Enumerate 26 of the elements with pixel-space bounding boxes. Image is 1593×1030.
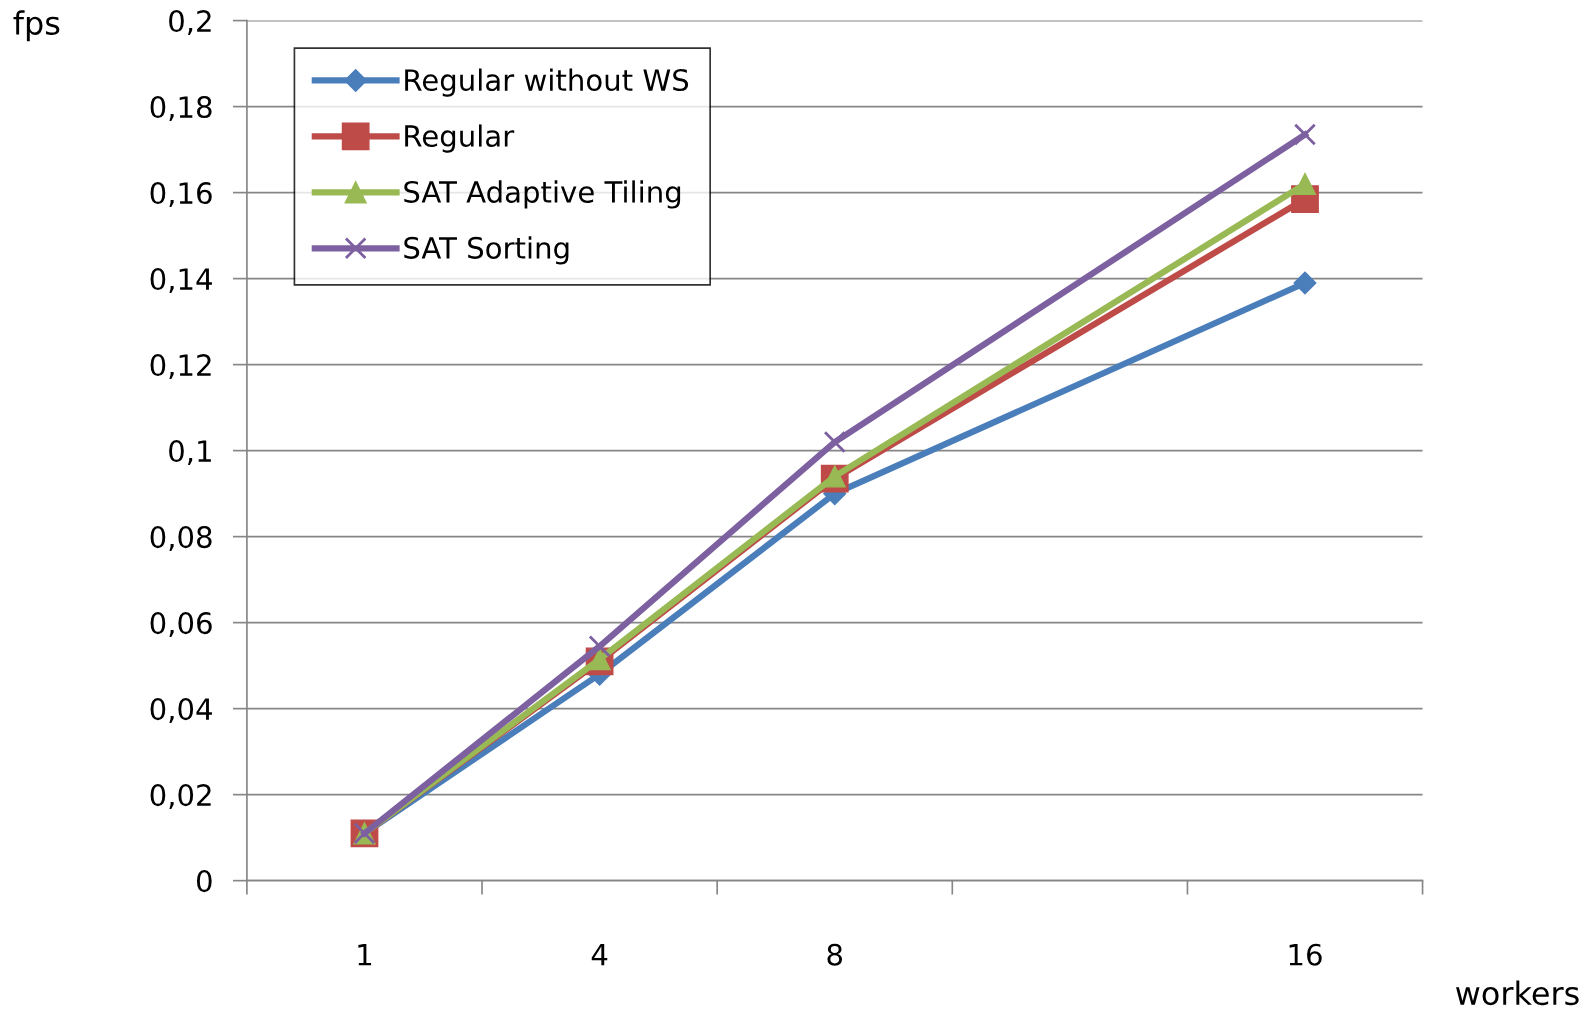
point [1293,123,1317,146]
legend-label: SAT Sorting [404,236,569,265]
y-tick-label: 0,12 [150,354,211,380]
point [1293,271,1317,295]
y-tick-label: 0,08 [150,526,212,552]
y-tick-label: 0,1 [169,440,211,466]
point [588,635,611,658]
y-tick-label: 0,2 [169,10,211,36]
legend-label: Regular without WS [405,68,689,97]
legend-label: SAT Adaptive Tiling [404,180,681,209]
legend-label: Regular [405,124,515,153]
x-tick-label: 1 [358,944,372,966]
x-tick-label: 4 [591,944,608,966]
y-tick-label: 0,14 [150,268,212,294]
y-tick-label: 0,18 [150,96,212,122]
x-tick-label: 8 [827,943,843,966]
y-tick-label: 0,04 [150,698,212,724]
x-tick-label: 16 [1289,943,1322,966]
y-axis-title: fps [13,10,60,42]
point [1293,172,1317,196]
point [823,430,846,454]
y-tick-label: 0,06 [150,612,212,638]
y-tick-label: 0,16 [150,182,212,208]
y-tick-label: 0,02 [150,784,211,810]
x-axis-title: workers [1456,980,1579,1006]
y-tick-label: 0 [196,870,212,893]
